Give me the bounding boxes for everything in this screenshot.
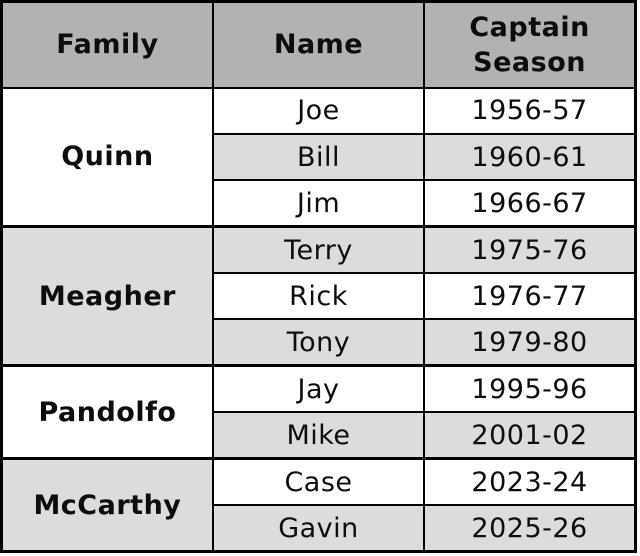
- name-cell: Mike: [211, 411, 426, 460]
- family-cell-meagher: Meagher: [0, 225, 214, 367]
- family-cell-mccarthy: McCarthy: [0, 457, 214, 553]
- name-cell: Gavin: [211, 504, 426, 553]
- table-row: Rick 1976-77: [2, 272, 637, 321]
- table-row: Meagher Terry 1975-76: [0, 225, 637, 367]
- table-row: Gavin 2025-26: [2, 504, 637, 553]
- table-row: Bill 1960-61: [2, 132, 637, 182]
- family-cell-quinn: Quinn: [0, 86, 214, 228]
- season-cell: 1966-67: [423, 179, 637, 228]
- header-family: Family: [0, 0, 214, 89]
- name-cell: Terry: [211, 225, 426, 275]
- season-cell: 1979-80: [423, 318, 637, 367]
- family-cell-pandolfo: Pandolfo: [0, 364, 214, 460]
- season-cell: 1956-57: [423, 86, 637, 135]
- header-row: Family Name Captain Season: [0, 0, 637, 89]
- season-cell: 1995-96: [423, 364, 637, 414]
- table-row: Tony 1979-80: [2, 318, 637, 367]
- table-row: McCarthy Case 2023-24: [0, 457, 637, 553]
- name-cell: Bill: [211, 132, 426, 182]
- season-cell: 1976-77: [423, 272, 637, 321]
- table-row: Mike 2001-02: [2, 411, 637, 460]
- season-cell: 2001-02: [423, 411, 637, 460]
- table-row: Jim 1966-67: [2, 179, 637, 228]
- name-cell: Joe: [211, 86, 426, 135]
- table-row: Pandolfo Jay 1995-96: [0, 364, 637, 460]
- season-cell: 2023-24: [423, 457, 637, 507]
- header-captain-season: Captain Season: [423, 0, 637, 89]
- name-cell: Rick: [211, 272, 426, 321]
- name-cell: Tony: [211, 318, 426, 367]
- season-cell: 1975-76: [423, 225, 637, 275]
- season-cell: 2025-26: [423, 504, 637, 553]
- name-cell: Case: [211, 457, 426, 507]
- name-cell: Jim: [211, 179, 426, 228]
- season-cell: 1960-61: [423, 132, 637, 182]
- table-row: Quinn Joe 1956-57: [0, 86, 637, 228]
- name-cell: Jay: [211, 364, 426, 414]
- header-name: Name: [211, 0, 426, 89]
